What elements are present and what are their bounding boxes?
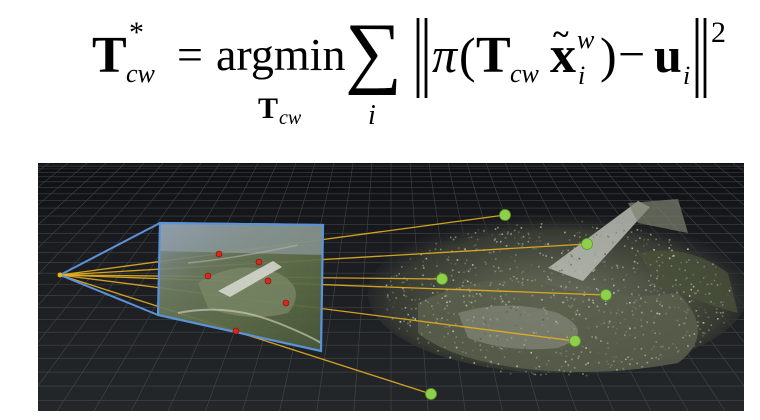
eq-T-sub: cw xyxy=(510,59,540,88)
eq-sum: ∑ xyxy=(345,8,402,96)
map-point xyxy=(600,289,612,301)
eq-T: T xyxy=(476,27,511,84)
ski-jump-ramp xyxy=(548,201,650,281)
eq-u: u xyxy=(654,27,682,83)
eq-exponent: 2 xyxy=(711,16,726,49)
eq-pi: π xyxy=(432,27,459,83)
eq-x-sup: w xyxy=(577,25,595,54)
image-point xyxy=(215,250,223,258)
eq-argmin-under-sub: cw xyxy=(279,107,302,129)
map-point xyxy=(569,335,581,347)
eq-sum-index: i xyxy=(368,100,376,131)
image-point xyxy=(232,327,240,335)
map-point xyxy=(499,209,511,221)
eq-close-paren: ) xyxy=(600,27,617,83)
map-point xyxy=(425,388,437,400)
eq-x-sub: i xyxy=(578,61,585,90)
camera-center xyxy=(57,272,63,278)
image-point xyxy=(282,299,290,307)
eq-lhs-star: * xyxy=(129,16,144,49)
point-cloud-specks xyxy=(385,220,733,377)
eq-open-paren: ( xyxy=(459,27,476,83)
projection-ray xyxy=(59,274,607,296)
image-point xyxy=(264,277,272,285)
map-points xyxy=(425,209,612,400)
eq-u-sub: i xyxy=(683,61,690,90)
eq-argmin-under-T: T xyxy=(258,92,278,125)
eq-lhs-sub: cw xyxy=(126,59,156,88)
frustum-edge-top xyxy=(59,222,161,276)
map-point xyxy=(436,273,448,285)
frustum-edge-top-right xyxy=(159,222,324,226)
eq-minus: − xyxy=(618,28,645,81)
map-point xyxy=(581,238,593,250)
image-observations xyxy=(204,250,290,335)
point-cloud-scene xyxy=(38,163,744,411)
eq-equals: = xyxy=(177,29,203,80)
eq-x: x xyxy=(550,27,576,84)
eq-lhs-T: T xyxy=(92,27,127,84)
image-point xyxy=(255,258,263,266)
camera-frustum xyxy=(59,221,325,353)
reprojection-error-equation: T * cw = argmin T cw ∑ i π ( T cw ~ x w … xyxy=(92,8,726,131)
frustum-edge-bottom xyxy=(59,274,159,316)
eq-x-tilde: ~ xyxy=(553,18,569,51)
image-point xyxy=(204,272,212,280)
eq-argmin: argmin xyxy=(216,29,345,80)
